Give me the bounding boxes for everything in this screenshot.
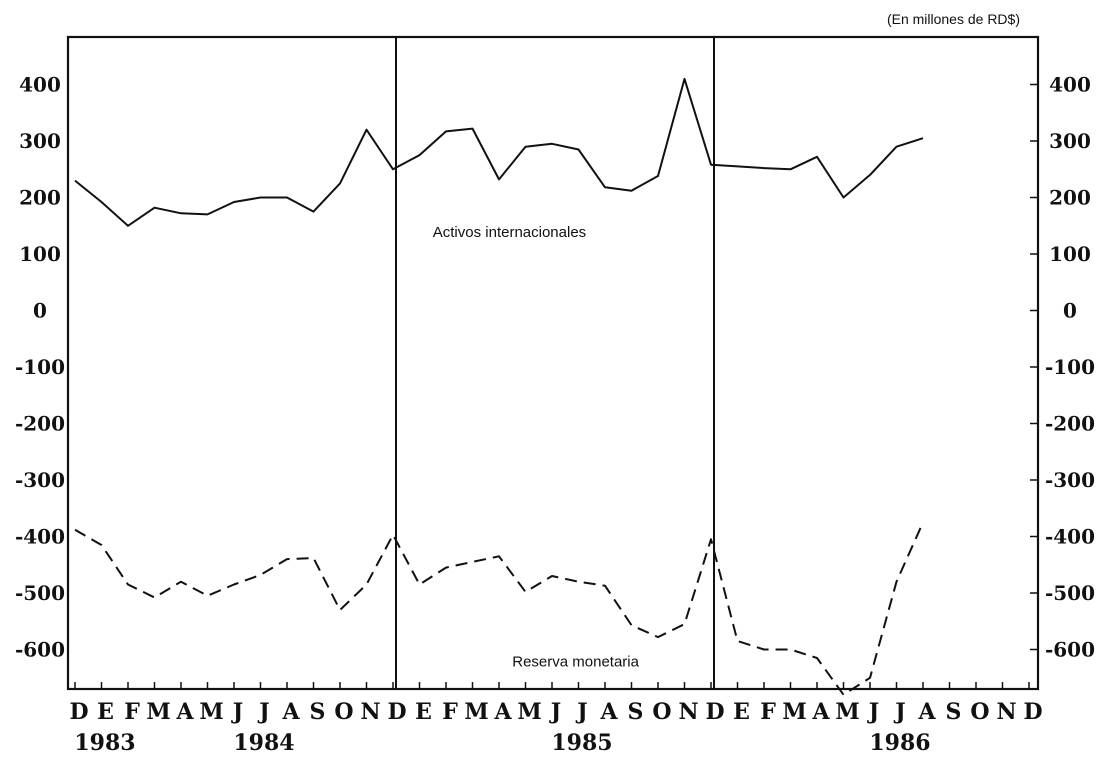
x-tick-label: A [493,699,512,725]
x-tick-label: E [733,699,750,725]
x-tick-label: A [599,699,618,725]
y-tick-label-right: 200 [1049,186,1091,210]
series-label: Reserva monetaria [512,653,639,670]
y-tick-label-left: 200 [19,186,61,210]
y-tick-label-right: -100 [1045,355,1095,379]
x-tick-label: D [705,699,724,725]
x-tick-label: M [517,699,541,725]
x-tick-label: M [146,699,170,725]
series-line-reserva-monetaria [74,521,924,696]
x-tick-label: J [893,699,905,725]
x-tick-label: D [1023,699,1042,725]
x-tick-label: J [549,699,561,725]
y-tick-label-left: -200 [15,412,65,436]
y-tick-label-right: 100 [1049,242,1091,266]
x-tick-label: M [782,699,806,725]
x-tick-label: N [678,699,698,725]
x-tick-label: M [199,699,223,725]
y-tick-label-left: -400 [15,525,65,549]
unit-note: (En millones de RD$) [887,11,1020,27]
x-tick-label: D [69,699,88,725]
series-label: Activos internacionales [433,224,586,241]
year-label: 1983 [74,730,135,756]
y-tick-label-right: -600 [1045,638,1095,662]
x-tick-label: S [310,699,326,725]
x-tick-label: A [917,699,936,725]
y-tick-label-left: -300 [15,468,65,492]
x-tick-label: M [835,699,859,725]
x-tick-label: A [281,699,300,725]
year-dividers [395,37,715,689]
year-label: 1984 [233,730,294,756]
x-tick-label: N [360,699,380,725]
x-tick-label: F [760,699,776,725]
y-tick-label-right: -400 [1045,525,1095,549]
x-tick-label: O [970,699,989,725]
x-tick-label: O [334,699,353,725]
x-tick-label: E [415,699,432,725]
y-tick-label-right: -300 [1045,468,1095,492]
y-tick-label-left: 0 [33,299,47,323]
plot-frame [66,35,1040,691]
year-label: 1985 [551,730,612,756]
series-labels: Activos internacionales Reserva monetaria [433,224,640,670]
x-tick-label: D [387,699,406,725]
series-group [74,77,924,696]
x-tick-label: F [124,699,140,725]
x-axis: D E F M A M J J A S O N D E F M A M J J A S O N D E F M A M J J A S O N D198… [69,682,1043,756]
year-label: 1986 [869,730,930,756]
x-tick-label: O [652,699,671,725]
series-line-activos-internacionales [74,77,924,227]
y-tick-label-right: -500 [1045,581,1095,605]
x-tick-label: M [464,699,488,725]
y-tick-label-right: 400 [1049,73,1091,97]
x-tick-label: A [811,699,830,725]
y-axis: 400 400 300 300 200 200 100 100 0 0 -100 -100 -200 -2… [15,73,1095,662]
y-tick-label-left: -600 [15,638,65,662]
x-tick-label: S [946,699,962,725]
x-tick-label: J [231,699,243,725]
x-tick-label: J [867,699,879,725]
x-tick-label: J [575,699,587,725]
y-tick-label-right: 300 [1049,129,1091,153]
y-tick-label-left: 400 [19,73,61,97]
x-tick-label: E [97,699,114,725]
y-tick-label-right: -200 [1045,412,1095,436]
y-tick-label-left: 300 [19,129,61,153]
y-tick-label-right: 0 [1063,299,1077,323]
y-tick-label-left: -100 [15,355,65,379]
y-tick-label-left: 100 [19,242,61,266]
x-tick-label: F [442,699,458,725]
x-tick-label: J [257,699,269,725]
y-tick-label-left: -500 [15,581,65,605]
x-tick-label: A [175,699,194,725]
x-tick-label: S [628,699,644,725]
x-tick-label: N [996,699,1016,725]
